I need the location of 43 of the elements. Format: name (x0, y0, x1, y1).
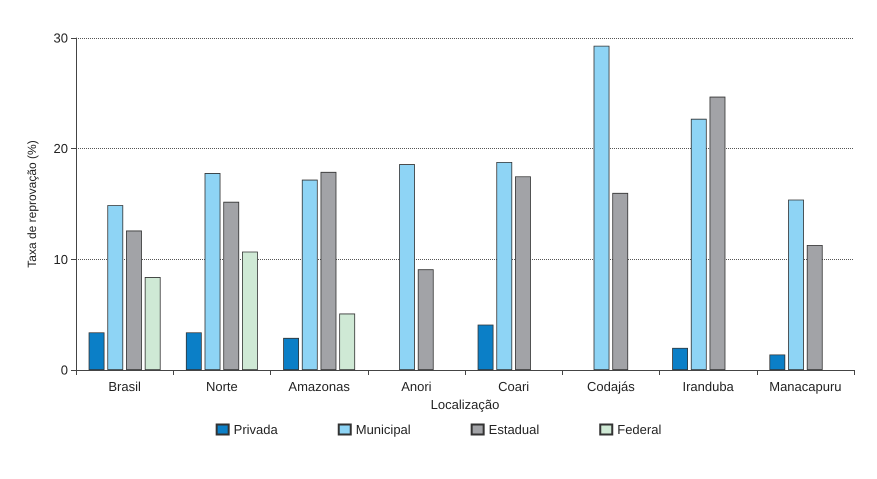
bar (88, 332, 104, 370)
bar (399, 164, 415, 370)
legend-label: Federal (617, 422, 662, 437)
x-tick-label: Codajás (587, 379, 636, 394)
y-tick-label: 30 (54, 30, 68, 46)
bar (242, 252, 258, 370)
x-tick-label: Anori (401, 379, 432, 394)
bar (339, 314, 356, 370)
bar (186, 332, 202, 370)
bar (672, 348, 688, 370)
x-tick-label: Manacapuru (769, 379, 842, 394)
y-axis-title: Taxa de reprovação (%) (25, 140, 39, 268)
x-tick-label: Iranduba (682, 379, 735, 394)
bar (144, 277, 161, 370)
bar (769, 354, 786, 370)
bar (788, 200, 804, 370)
x-tick-label: Brasil (108, 379, 141, 394)
x-tick-label: Coari (498, 379, 530, 394)
bar (612, 192, 628, 370)
bar (496, 162, 512, 370)
bar (710, 96, 726, 370)
x-tick-label: Norte (206, 379, 238, 394)
bar (690, 118, 707, 370)
y-tick-label: 20 (54, 141, 68, 156)
bar (320, 172, 336, 370)
bar (515, 176, 531, 370)
bar (283, 338, 299, 370)
y-tick-label: 0 (60, 362, 68, 378)
y-tick-label: 10 (54, 252, 68, 267)
bar (302, 180, 318, 370)
bar (806, 244, 823, 370)
x-tick-label: Amazonas (288, 379, 350, 394)
legend-label: Estadual (488, 422, 540, 437)
bar (126, 230, 142, 370)
bar (418, 269, 434, 370)
bar (223, 202, 240, 370)
bar (107, 205, 124, 370)
x-axis-title: Localização (430, 396, 500, 412)
bar (594, 46, 610, 370)
legend-label: Municipal (356, 422, 411, 437)
bar (204, 173, 220, 370)
bar (478, 324, 494, 370)
legend-label: Privada (234, 422, 279, 437)
